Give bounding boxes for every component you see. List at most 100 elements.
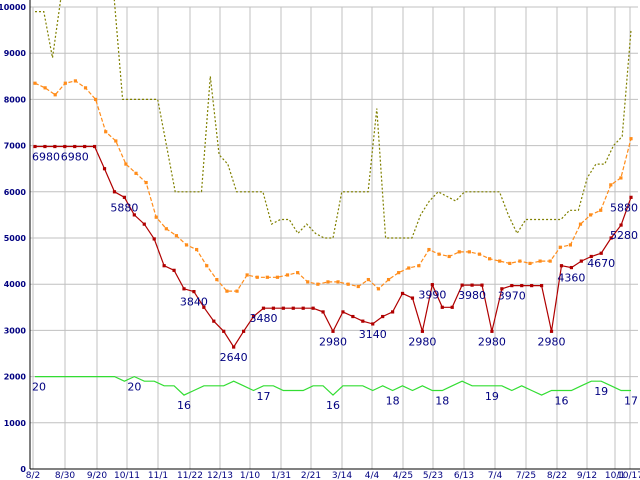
data-point-marker [578, 222, 583, 226]
data-point-marker [376, 287, 381, 291]
data-point-marker [371, 322, 375, 326]
x-tick-label: 10/1 [605, 471, 625, 480]
x-tick-label: 11/22 [177, 471, 203, 480]
data-label: 17 [256, 390, 270, 403]
x-tick-label: 6/13 [454, 471, 474, 480]
data-point-marker [265, 275, 269, 279]
data-point-marker [528, 261, 532, 266]
data-label: 3970 [498, 290, 526, 303]
data-point-marker [281, 306, 285, 310]
data-point-marker [202, 305, 206, 309]
data-point-marker [53, 93, 57, 97]
data-point-marker [500, 287, 504, 291]
y-tick-label: 3000 [4, 326, 27, 335]
data-point-marker [192, 289, 196, 294]
y-tick-label: 9000 [4, 49, 27, 58]
data-point-marker [558, 245, 562, 249]
data-point-marker [530, 283, 534, 288]
data-point-marker [124, 162, 128, 166]
data-point-marker [467, 250, 471, 254]
data-point-marker [599, 251, 603, 255]
data-point-marker [232, 345, 236, 349]
data-point-marker [477, 252, 482, 256]
data-point-marker [245, 273, 249, 277]
data-point-marker [63, 81, 67, 85]
data-label: 5280 [610, 229, 638, 242]
data-label: 19 [594, 385, 608, 398]
data-point-marker [490, 329, 494, 333]
y-tick-label: 1000 [4, 419, 27, 428]
x-tick-label: 3/14 [332, 471, 352, 480]
data-point-marker [174, 234, 179, 238]
y-tick-label: 8000 [4, 95, 27, 104]
data-label: 16 [177, 399, 191, 412]
data-point-marker [296, 271, 300, 275]
data-point-marker [391, 310, 395, 314]
data-label: 3990 [418, 289, 446, 302]
data-point-marker [122, 195, 126, 199]
data-point-marker [195, 247, 199, 252]
data-point-marker [331, 329, 335, 333]
x-tick-label: 1/10 [240, 471, 260, 480]
data-point-marker [629, 137, 633, 141]
data-point-marker [184, 243, 189, 247]
data-point-marker [609, 183, 613, 187]
data-point-marker [568, 243, 572, 247]
data-point-marker [450, 305, 454, 309]
data-point-marker [164, 227, 168, 231]
data-point-marker [366, 277, 370, 282]
data-point-marker [569, 265, 573, 270]
data-point-marker [417, 264, 421, 268]
data-point-marker [498, 259, 502, 263]
data-point-marker [420, 329, 424, 333]
x-axis-ticks: 8/2 8/30 9/20 10/11 11/1 11/22 12/13 1/10 1/31 2/… [26, 471, 640, 480]
data-point-marker [182, 287, 186, 291]
data-point-marker [397, 271, 401, 275]
data-point-marker [447, 254, 451, 259]
y-axis-ticks: 0 1000 2000 3000 4000 5000 6000 7000 8000 9000 100… [0, 3, 26, 474]
data-point-marker [361, 319, 365, 323]
data-point-marker [336, 280, 340, 284]
data-label: 18 [435, 394, 449, 407]
data-point-marker [430, 283, 434, 287]
axes [29, 0, 640, 470]
data-point-marker [251, 314, 256, 319]
data-point-marker [255, 275, 259, 279]
data-label: 17 [624, 394, 638, 407]
data-point-marker [410, 296, 415, 300]
data-point-marker [588, 213, 593, 217]
data-point-marker [559, 264, 564, 268]
data-point-marker [306, 280, 310, 284]
x-tick-label: 10/11 [114, 471, 140, 480]
x-tick-label: 4/4 [365, 471, 380, 480]
data-point-marker [142, 222, 146, 226]
data-point-marker [291, 306, 295, 310]
data-point-marker [33, 144, 37, 149]
data-point-marker [540, 283, 544, 288]
y-tick-label: 6000 [4, 188, 27, 197]
data-label: 3840 [180, 296, 208, 309]
data-point-marker [351, 314, 355, 319]
data-point-marker [599, 208, 603, 212]
data-point-marker [520, 283, 524, 288]
data-label: 2980 [408, 335, 436, 348]
y-tick-label: 4000 [4, 280, 27, 289]
data-label: 20 [127, 381, 141, 394]
x-tick-label: 7/25 [516, 471, 536, 480]
data-point-marker [381, 314, 385, 319]
data-point-marker [134, 171, 138, 175]
data-point-marker [316, 282, 320, 286]
data-label: 3480 [249, 312, 277, 325]
data-point-marker [549, 329, 554, 333]
series-line-4 [35, 375, 631, 396]
series-lines [33, 0, 633, 396]
x-tick-label: 4/25 [393, 471, 413, 480]
data-point-marker [407, 266, 411, 270]
y-tick-label: 2000 [4, 373, 27, 382]
data-point-marker [33, 81, 37, 85]
data-point-marker [437, 252, 441, 256]
data-label: 2980 [319, 335, 347, 348]
data-label: 2980 [478, 335, 506, 348]
data-point-marker [104, 130, 108, 134]
data-point-marker [261, 306, 266, 310]
